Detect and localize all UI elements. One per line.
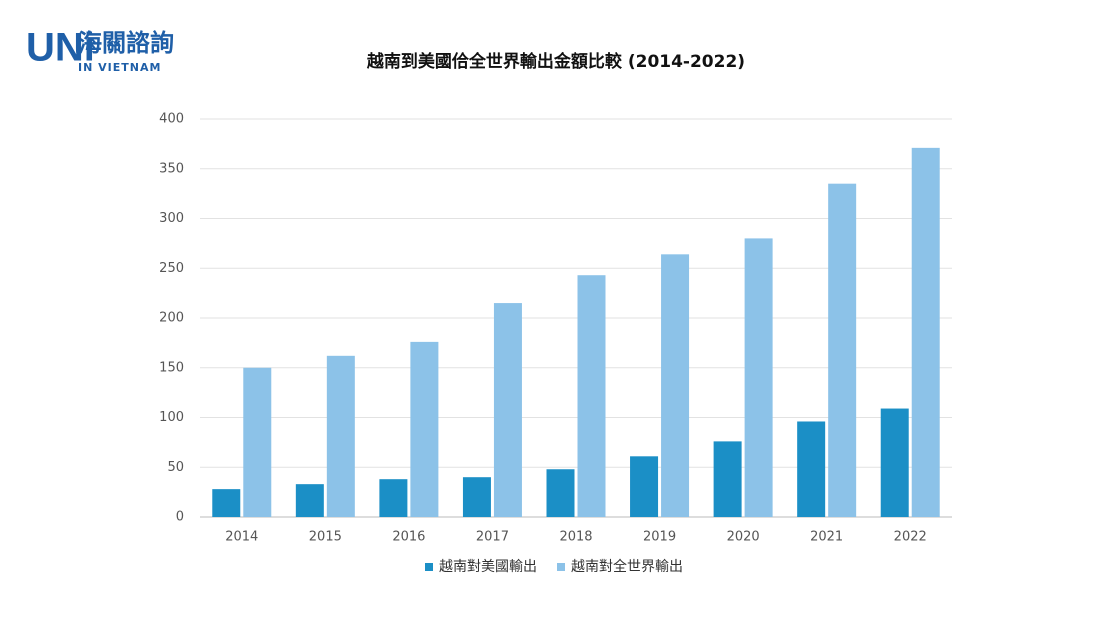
legend-label: 越南對美國輸出 <box>439 559 537 575</box>
bar <box>797 421 826 517</box>
legend-label: 越南對全世界輸出 <box>571 558 683 575</box>
bar <box>295 484 324 517</box>
y-tick-label: 250 <box>159 261 184 276</box>
x-tick-label: 2019 <box>643 530 676 545</box>
bar <box>326 355 355 517</box>
logo-tagline: IN VIETNAM <box>78 61 161 74</box>
y-tick-label: 300 <box>159 211 184 226</box>
x-tick-label: 2022 <box>894 530 927 545</box>
y-tick-label: 0 <box>176 510 184 525</box>
logo-mark: UNi <box>26 26 95 70</box>
x-tick-label: 2014 <box>225 530 258 545</box>
bar <box>630 456 659 517</box>
bar <box>243 367 272 517</box>
logo-name: 海關諮詢 <box>78 29 174 57</box>
y-tick-label: 400 <box>159 112 184 127</box>
y-tick-label: 350 <box>159 161 184 176</box>
x-tick-label: 2017 <box>476 530 509 545</box>
legend-swatch <box>557 563 565 571</box>
bar <box>744 238 773 517</box>
bar <box>661 254 690 517</box>
y-tick-label: 100 <box>159 410 184 425</box>
bar <box>880 408 909 517</box>
x-tick-label: 2020 <box>727 530 760 545</box>
x-tick-label: 2018 <box>559 530 592 545</box>
x-tick-label: 2021 <box>810 530 843 545</box>
x-tick-label: 2016 <box>392 530 425 545</box>
bar <box>493 303 522 517</box>
bar <box>713 441 742 517</box>
bar <box>379 479 408 517</box>
bar <box>546 469 575 517</box>
bar <box>828 183 857 518</box>
x-tick-label: 2015 <box>309 530 342 545</box>
legend-swatch <box>425 563 433 571</box>
bar <box>212 489 241 517</box>
bar <box>410 341 439 517</box>
bar <box>911 147 940 518</box>
y-tick-label: 150 <box>159 360 184 375</box>
y-tick-label: 50 <box>167 460 184 475</box>
bar <box>462 477 491 517</box>
bar <box>577 275 606 517</box>
chart-title: 越南到美國佮全世界輸出金額比較 (2014-2022) <box>366 51 745 72</box>
y-tick-label: 200 <box>159 311 184 326</box>
